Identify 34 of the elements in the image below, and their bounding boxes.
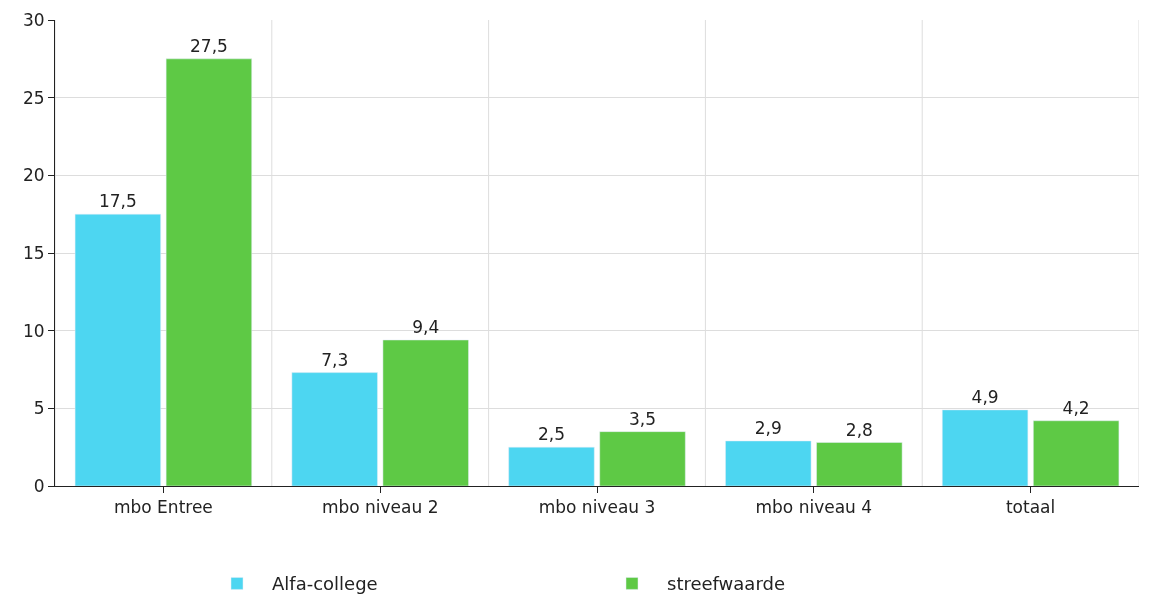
data-label: 4,9: [971, 386, 999, 407]
data-label: 27,5: [190, 35, 228, 56]
bar: [291, 372, 378, 486]
y-tick-label: 30: [22, 9, 45, 30]
legend-label: streefwaarde: [667, 573, 785, 595]
bar: [725, 440, 812, 486]
x-tick-label: totaal: [1005, 497, 1056, 518]
legend-label: Alfa-college: [272, 573, 378, 595]
bar: [74, 213, 161, 486]
data-label: 3,5: [629, 408, 657, 429]
y-tick-label: 20: [22, 165, 45, 186]
data-label: 2,8: [845, 419, 873, 440]
bar: [382, 339, 469, 486]
bar: [508, 446, 595, 486]
x-tick-label: mbo Entree: [113, 497, 213, 518]
data-label: 17,5: [98, 191, 137, 212]
data-label: 7,3: [321, 349, 349, 370]
bar: [599, 431, 686, 486]
data-label: 2,5: [537, 424, 565, 445]
y-tick-label: 15: [22, 242, 45, 263]
y-tick-label: 25: [22, 87, 45, 108]
y-tick-label: 0: [33, 475, 45, 496]
bar: [942, 409, 1029, 486]
x-tick-label: mbo niveau 2: [321, 497, 439, 518]
y-tick-label: 10: [22, 320, 45, 341]
data-label: 9,4: [412, 316, 440, 337]
data-label: 2,9: [754, 417, 782, 438]
x-tick-label: mbo niveau 3: [538, 497, 656, 518]
y-tick-label: 5: [33, 398, 45, 419]
bar: [1033, 420, 1120, 486]
bar: [165, 58, 252, 486]
data-label: 4,2: [1062, 397, 1090, 418]
bar: [816, 442, 903, 486]
x-tick-label: mbo niveau 4: [755, 497, 873, 518]
